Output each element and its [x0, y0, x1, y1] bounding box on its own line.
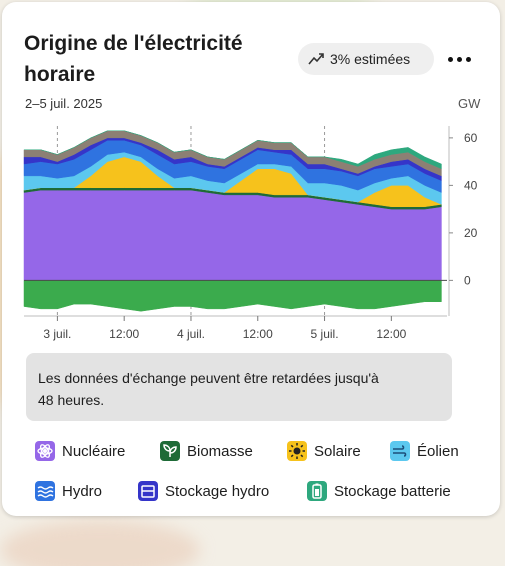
- legend-label: Hydro: [62, 482, 103, 500]
- note-line-1: Les données d'échange peuvent être retar…: [38, 370, 379, 386]
- card-title: Origine de l'électricité horaire: [24, 28, 284, 90]
- title-line-1: Origine de l'électricité: [24, 32, 243, 55]
- legend-item-wind: Éolien: [390, 440, 459, 462]
- legend-label: Éolien: [417, 442, 459, 460]
- area-chart: 0 20 40 60 3 juil. 12:00 4 juil. 12:00 5 juil. 12…: [23, 126, 478, 341]
- legend-item-nuclear: Nucléaire: [35, 440, 125, 462]
- title-line-2: horaire: [24, 63, 96, 86]
- legend-label: Solaire: [314, 442, 361, 460]
- wind-icon: [390, 441, 410, 461]
- more-dot-icon: [447, 56, 453, 62]
- legend-label: Stockage hydro: [165, 482, 270, 500]
- x-tick-label: 3 juil.: [43, 327, 71, 341]
- y-axis-unit: GW: [458, 96, 481, 111]
- sun-icon: [287, 441, 307, 461]
- estimated-badge-button[interactable]: 3% estimées: [298, 43, 434, 75]
- note-line-2: 48 heures.: [38, 392, 105, 408]
- series-area-exports: [23, 280, 442, 312]
- atom-icon: [35, 441, 55, 461]
- x-tick-label: 12:00: [376, 327, 406, 341]
- x-tick-label: 12:00: [243, 327, 273, 341]
- x-tick-label: 12:00: [109, 327, 139, 341]
- y-tick-label: 20: [464, 226, 478, 240]
- series-area-stockage-batterie: [24, 130, 442, 170]
- legend-item-hydro: Hydro: [35, 480, 102, 502]
- y-tick-label: 40: [464, 178, 478, 192]
- y-tick-label: 60: [464, 131, 478, 145]
- legend-label: Stockage batterie: [334, 482, 451, 500]
- legend-item-hydro-storage: Stockage hydro: [138, 480, 269, 502]
- x-tick-label: 5 juil.: [311, 327, 339, 341]
- date-range: 2–5 juil. 2025: [25, 96, 103, 111]
- battery-icon: [307, 481, 327, 501]
- legend-item-solar: Solaire: [287, 440, 361, 462]
- legend-item-battery: Stockage batterie: [307, 480, 451, 502]
- exchange-delay-note: Les données d'échange peuvent être retar…: [26, 353, 452, 421]
- more-dot-icon: [465, 56, 471, 62]
- legend-label: Nucléaire: [62, 442, 126, 460]
- more-options-button[interactable]: [442, 46, 476, 72]
- x-tick-label: 4 juil.: [177, 327, 205, 341]
- legend-label: Biomasse: [187, 442, 253, 460]
- waves-icon: [35, 481, 55, 501]
- leaf-icon: [160, 441, 180, 461]
- reservoir-icon: [138, 481, 158, 501]
- more-dot-icon: [456, 56, 462, 62]
- y-tick-label: 0: [464, 273, 471, 287]
- trend-up-icon: [308, 53, 324, 65]
- legend-item-biomass: Biomasse: [160, 440, 253, 462]
- estimated-label: 3% estimées: [330, 51, 411, 67]
- chart-card: Origine de l'électricité horaire 3% esti…: [2, 2, 500, 516]
